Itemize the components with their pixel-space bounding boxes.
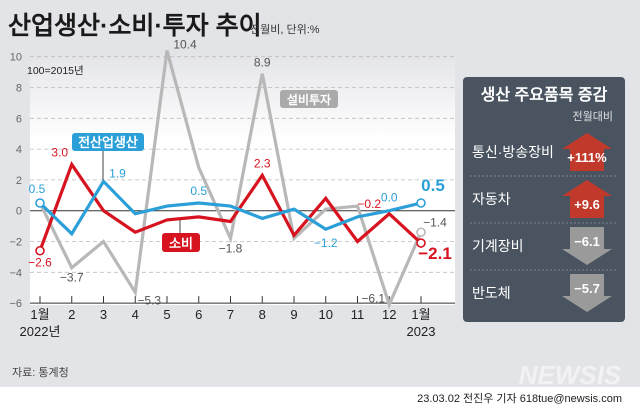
x-tick-label: 1월 [411, 307, 430, 322]
y-tick-label: 10 [10, 52, 22, 64]
y-tick-label: −2 [9, 237, 22, 249]
production-data-label: −1.2 [314, 236, 338, 250]
credit-line: 23.03.02 전진우 기자 618tue@newsis.com [417, 392, 622, 405]
investment-data-label: −1.4 [423, 215, 447, 229]
production-endpoint-marker [416, 198, 426, 208]
chart-title: 산업생산·소비·투자 추이 [8, 12, 262, 40]
y-tick-label: −4 [9, 267, 22, 279]
newsis-logo: NEWSIS [519, 360, 622, 390]
panel-item: 자동차 +9.6 [470, 180, 618, 224]
y-tick-label: −6 [9, 298, 22, 310]
investment-endpoint-marker [416, 227, 426, 238]
year-label: 2022년 [20, 324, 61, 339]
arrow-up-icon [562, 133, 612, 171]
consumption-endpoint-marker [416, 238, 426, 248]
consumption-legend-label: 소비 [169, 236, 193, 251]
panel-item-label: 반도체 [472, 285, 511, 301]
investment-data-label: −6.1 [361, 292, 385, 306]
x-tick-label: 6 [195, 307, 202, 322]
investment-series: −3.7 −5.3 10.4 −1.8 8.9 −6.1 −1.4 [38, 38, 447, 310]
base-note: 100=2015년 [27, 65, 84, 77]
x-tick-label: 5 [163, 307, 170, 322]
investment-data-label: 10.4 [173, 38, 197, 52]
panel-item-label: 자동차 [472, 191, 511, 207]
production-data-label: 0.5 [190, 184, 207, 198]
panel-item-value: −6.1 [574, 234, 600, 249]
panel-item-label: 통신·방송장비 [472, 144, 554, 160]
investment-data-label: −5.3 [137, 293, 161, 307]
production-endpoint-marker [35, 198, 45, 208]
consumption-data-label: −2.1 [418, 244, 452, 263]
x-tick-label: 12 [382, 307, 396, 322]
x-tick-label: 10 [319, 307, 333, 322]
consumption-data-label: −0.2 [357, 197, 381, 211]
panel-item-label: 기계장비 [472, 238, 524, 254]
production-data-label: 1.9 [109, 166, 126, 180]
arrow-up-icon [562, 180, 612, 218]
consumption-data-label: 3.0 [51, 146, 68, 160]
arrow-down-icon [562, 274, 612, 312]
investment-data-label: −1.8 [219, 241, 243, 255]
major-items-panel: 생산 주요품목 증감 전월대비 통신·방송장비 +111% 자동차 +9.6 기계장비 −… [463, 77, 625, 322]
y-tick-label: 0 [16, 206, 22, 218]
investment-legend-label: 설비투자 [287, 92, 331, 107]
x-tick-label: 7 [227, 307, 234, 322]
investment-data-label: 8.9 [254, 56, 271, 70]
y-tick-label: 6 [16, 113, 22, 125]
consumption-data-label: 2.3 [254, 156, 271, 170]
panel-title: 생산 주요품목 증감 [481, 85, 608, 104]
panel-item: 통신·방송장비 +111% [470, 133, 618, 177]
source-note: 자료: 통계청 [12, 366, 69, 379]
panel-item: 기계장비 −6.1 [470, 227, 618, 271]
panel-subtitle: 전월대비 [573, 110, 613, 123]
consumption-series: −2.6 3.0 2.3 −0.2 −2.1 [28, 146, 452, 270]
x-tick-label: 9 [290, 307, 297, 322]
panel-item-value: +9.6 [574, 197, 600, 212]
consumption-legend-box [162, 233, 200, 252]
panel-item: 반도체 −5.7 [472, 274, 612, 312]
investment-data-label: −3.7 [60, 271, 84, 285]
y-tick-label: 4 [16, 144, 22, 156]
arrow-down-icon [562, 227, 612, 265]
y-tick-label: 2 [16, 175, 22, 187]
panel-item-value: +111% [567, 150, 607, 165]
production-data-label: 0.0 [381, 191, 398, 205]
x-tick-label: 11 [351, 307, 365, 322]
x-tick-label: 2 [68, 307, 75, 322]
production-legend-box [72, 133, 144, 151]
x-tick-label: 1월 [30, 307, 49, 322]
x-tick-label: 3 [100, 307, 107, 322]
y-tick-label: 8 [16, 83, 22, 95]
x-tick-label: 8 [259, 307, 266, 322]
production-data-label: 0.5 [421, 176, 445, 195]
investment-legend-box [280, 90, 338, 108]
production-data-label: 0.5 [29, 182, 46, 196]
consumption-data-label: −2.6 [28, 256, 52, 270]
production-series: 0.5 1.9 0.5 −1.2 0.0 0.5 [29, 166, 445, 250]
production-legend-label: 전산업생산 [78, 135, 138, 150]
panel-item-value: −5.7 [574, 281, 600, 296]
consumption-endpoint-marker [35, 245, 45, 256]
unit-note: 전월비, 단위:% [250, 23, 320, 36]
year-label: 2023 [407, 324, 436, 339]
x-tick-label: 4 [132, 307, 139, 322]
